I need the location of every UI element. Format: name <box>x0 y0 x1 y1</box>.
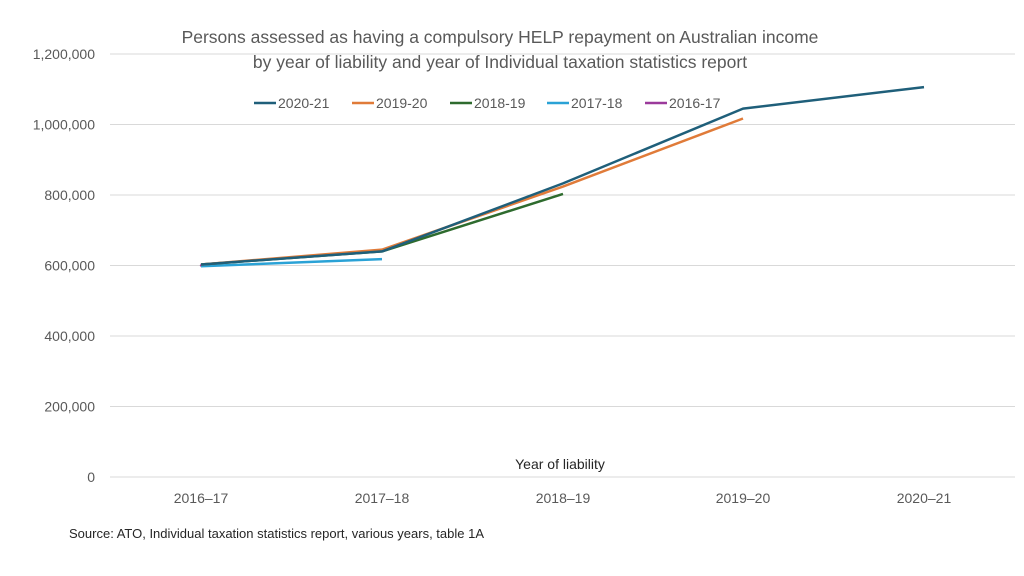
legend-label: 2019-20 <box>376 95 428 111</box>
legend: 2020-21 2019-20 2018-19 2017-18 2016-17 <box>254 95 721 111</box>
legend-label: 2016-17 <box>669 95 721 111</box>
x-axis: 2016–17 2017–18 2018–19 2019–20 2020–21 <box>174 490 952 506</box>
y-tick-label: 600,000 <box>44 258 95 274</box>
title-line-2: by year of liability and year of Individ… <box>253 52 747 72</box>
title-line-1: Persons assessed as having a compulsory … <box>182 27 819 47</box>
y-tick-label: 1,200,000 <box>33 46 95 62</box>
x-tick-label: 2018–19 <box>536 490 591 506</box>
series-lines <box>199 85 925 268</box>
y-tick-label: 800,000 <box>44 187 95 203</box>
y-tick-label: 200,000 <box>44 399 95 415</box>
x-tick-label: 2020–21 <box>897 490 952 506</box>
series-line-2017-18 <box>200 257 383 268</box>
legend-item-2016-17: 2016-17 <box>645 95 721 111</box>
legend-item-2019-20: 2019-20 <box>352 95 428 111</box>
legend-label: 2020-21 <box>278 95 330 111</box>
legend-item-2020-21: 2020-21 <box>254 95 330 111</box>
legend-item-2017-18: 2017-18 <box>547 95 623 111</box>
legend-label: 2018-19 <box>474 95 526 111</box>
legend-item-2018-19: 2018-19 <box>450 95 526 111</box>
y-tick-label: 0 <box>87 469 95 485</box>
y-tick-label: 1,000,000 <box>33 117 95 133</box>
x-tick-label: 2017–18 <box>355 490 410 506</box>
series-line-2020-21 <box>200 85 925 266</box>
y-tick-label: 400,000 <box>44 328 95 344</box>
series-line-2019-20 <box>200 117 744 266</box>
x-tick-label: 2019–20 <box>716 490 771 506</box>
x-tick-label: 2016–17 <box>174 490 229 506</box>
chart-title: Persons assessed as having a compulsory … <box>182 27 819 72</box>
source-note: Source: ATO, Individual taxation statist… <box>69 526 484 541</box>
legend-label: 2017-18 <box>571 95 623 111</box>
x-axis-title: Year of liability <box>515 456 605 472</box>
y-axis: 0 200,000 400,000 600,000 800,000 1,000,000 1,… <box>33 46 96 485</box>
